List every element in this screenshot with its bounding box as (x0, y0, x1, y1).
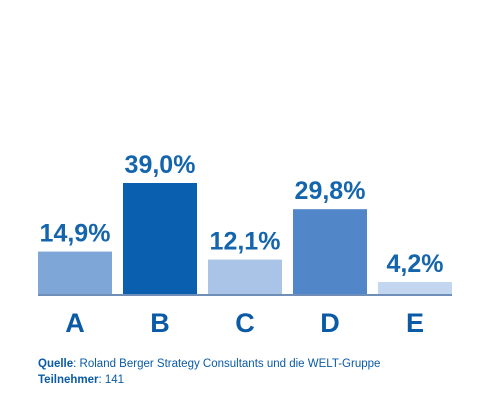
category-label-b: B (150, 308, 170, 338)
category-label-e: E (406, 308, 424, 338)
source-key: Quelle (38, 358, 74, 370)
bar-e (378, 282, 452, 294)
participants-line: Teilnehmer: 141 (38, 372, 380, 388)
value-label-e: 4,2% (387, 250, 444, 278)
bar-a (38, 251, 112, 294)
value-label-d: 29,8% (295, 177, 366, 205)
category-label-a: A (65, 308, 85, 338)
value-label-b: 39,0% (125, 151, 196, 179)
bar-d (293, 209, 367, 294)
bar-b (123, 183, 197, 294)
value-label-a: 14,9% (40, 220, 111, 248)
chart-footer: Quelle: Roland Berger Strategy Consultan… (38, 356, 380, 388)
category-label-d: D (320, 308, 340, 338)
bar-c (208, 259, 282, 294)
value-label-c: 12,1% (210, 228, 281, 256)
participants-key: Teilnehmer (38, 374, 99, 386)
participants-text: : 141 (98, 374, 125, 386)
source-line: Quelle: Roland Berger Strategy Consultan… (38, 356, 380, 372)
source-text: : Roland Berger Strategy Consultants und… (73, 358, 381, 370)
category-label-c: C (235, 308, 255, 338)
